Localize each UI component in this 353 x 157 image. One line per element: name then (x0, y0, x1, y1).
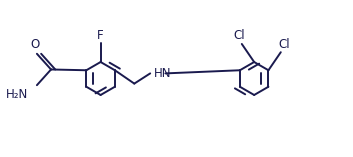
Text: Cl: Cl (233, 29, 245, 42)
Text: F: F (97, 29, 104, 42)
Text: HN: HN (154, 67, 171, 80)
Text: H₂N: H₂N (6, 88, 28, 101)
Text: Cl: Cl (279, 38, 290, 51)
Text: O: O (30, 38, 40, 51)
